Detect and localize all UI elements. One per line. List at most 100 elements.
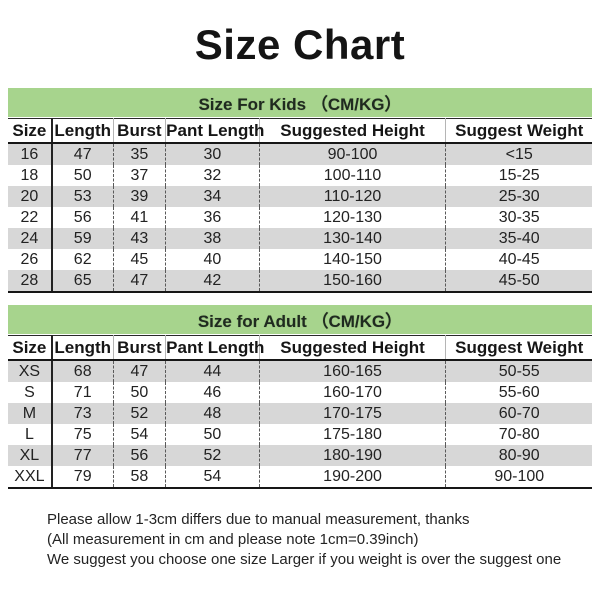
adult-size-section: Size for Adult （CM/KG） Size Length Burst Pa… xyxy=(8,305,592,489)
table-cell: 50 xyxy=(51,165,114,186)
header-row: Size Length Burst Pant Length Suggested Heig… xyxy=(8,335,592,361)
table-cell: 120-130 xyxy=(259,207,447,228)
table-cell: 35 xyxy=(113,143,167,165)
table-cell: 160-170 xyxy=(259,382,447,403)
table-cell: 16 xyxy=(8,143,53,165)
kids-size-section: Size For Kids （CM/KG） Size Length Burst Pan… xyxy=(8,88,592,293)
table-cell: 30-35 xyxy=(498,208,540,226)
table-cell: 60-70 xyxy=(498,404,540,422)
table-cell: 56 xyxy=(113,445,167,466)
table-cell: 58 xyxy=(113,466,167,489)
table-cell: L xyxy=(8,424,53,445)
size-row-xxl: XXL 79 58 54 190-200 90-100 xyxy=(8,466,592,489)
table-cell: 52 xyxy=(165,445,260,466)
table-cell: 54 xyxy=(113,424,167,445)
table-cell: 53 xyxy=(51,186,114,207)
table-cell: 48 xyxy=(165,403,260,424)
table-cell: 25-30 xyxy=(498,187,540,205)
table-cell: 41 xyxy=(113,207,167,228)
kids-section-title: Size For Kids （CM/KG） xyxy=(198,95,402,114)
table-cell: 160-165 xyxy=(259,360,447,382)
note-line: We suggest you choose one size Larger if… xyxy=(47,551,562,568)
column-header-burst: Burst xyxy=(113,335,167,361)
size-row-20: 20 53 39 34 110-120 25-30 xyxy=(8,186,592,207)
table-cell: 40 xyxy=(165,249,260,270)
table-cell: 46 xyxy=(165,382,260,403)
table-cell: 50 xyxy=(113,382,167,403)
table-cell: 20 xyxy=(8,186,53,207)
table-cell: 18 xyxy=(8,165,53,186)
table-cell: 59 xyxy=(51,228,114,249)
kids-table-body: 16 47 35 30 90-100 <15 18 50 37 32 100-110 15-25 20 5… xyxy=(8,143,592,293)
table-cell: 170-175 xyxy=(259,403,447,424)
adult-table-header: Size Length Burst Pant Length Suggested Heig… xyxy=(8,335,592,361)
size-row-16: 16 47 35 30 90-100 <15 xyxy=(8,143,592,165)
table-cell: 28 xyxy=(8,270,53,293)
table-cell: 15-25 xyxy=(498,166,540,184)
table-cell: 150-160 xyxy=(259,270,447,293)
column-header-suggested-height: Suggested Height xyxy=(259,335,447,361)
size-row-s: S 71 50 46 160-170 55-60 xyxy=(8,382,592,403)
table-cell: 54 xyxy=(165,466,260,489)
table-cell: 45 xyxy=(113,249,167,270)
table-cell: <15 xyxy=(505,145,533,163)
size-row-l: L 75 54 50 175-180 70-80 xyxy=(8,424,592,445)
table-cell: M xyxy=(8,403,53,424)
size-row-24: 24 59 43 38 130-140 35-40 xyxy=(8,228,592,249)
column-header-length: Length xyxy=(51,118,114,144)
size-row-18: 18 50 37 32 100-110 15-25 xyxy=(8,165,592,186)
column-header-size: Size xyxy=(8,335,53,361)
table-cell: 37 xyxy=(113,165,167,186)
adult-section-header: Size for Adult （CM/KG） xyxy=(8,305,592,334)
adult-size-table: Size Length Burst Pant Length Suggested Heig… xyxy=(8,335,592,489)
column-header-pant-length: Pant Length xyxy=(165,335,264,361)
table-cell: 43 xyxy=(113,228,167,249)
table-cell: 190-200 xyxy=(259,466,447,489)
column-header-size: Size xyxy=(8,118,53,144)
table-cell: 22 xyxy=(8,207,53,228)
column-header-pant-length: Pant Length xyxy=(165,118,264,144)
column-header-suggested-height: Suggested Height xyxy=(259,118,447,144)
table-cell: 70-80 xyxy=(498,425,540,443)
table-cell: 100-110 xyxy=(259,165,447,186)
size-row-xl: XL 77 56 52 180-190 80-90 xyxy=(8,445,592,466)
header-row: Size Length Burst Pant Length Suggested Heig… xyxy=(8,118,592,144)
table-cell: S xyxy=(8,382,53,403)
table-cell: 44 xyxy=(165,360,260,382)
size-row-xs: XS 68 47 44 160-165 50-55 xyxy=(8,360,592,382)
table-cell: 175-180 xyxy=(259,424,447,445)
table-cell: 35-40 xyxy=(498,229,540,247)
page-title: Size Chart xyxy=(194,21,406,68)
kids-size-table: Size Length Burst Pant Length Suggested Heig… xyxy=(8,118,592,293)
table-cell: 90-100 xyxy=(259,143,447,165)
table-cell: 71 xyxy=(51,382,114,403)
note-line: Please allow 1-3cm differs due to manual… xyxy=(47,511,470,528)
table-cell: 73 xyxy=(51,403,114,424)
table-cell: XS xyxy=(8,360,53,382)
table-cell: 140-150 xyxy=(259,249,447,270)
table-cell: 50 xyxy=(165,424,260,445)
table-cell: 39 xyxy=(113,186,167,207)
table-cell: 110-120 xyxy=(259,186,447,207)
table-cell: 38 xyxy=(165,228,260,249)
table-cell: 47 xyxy=(51,143,114,165)
kids-table-header: Size Length Burst Pant Length Suggested Heig… xyxy=(8,118,592,144)
size-row-28: 28 65 47 42 150-160 45-50 xyxy=(8,270,592,293)
column-header-length: Length xyxy=(51,335,114,361)
adult-table-body: XS 68 47 44 160-165 50-55 S 71 50 46 160-170 55-60 M… xyxy=(8,360,592,489)
table-cell: XXL xyxy=(8,466,53,489)
size-row-22: 22 56 41 36 120-130 30-35 xyxy=(8,207,592,228)
table-cell: 65 xyxy=(51,270,114,293)
table-cell: 79 xyxy=(51,466,114,489)
table-cell: 36 xyxy=(165,207,260,228)
table-cell: 52 xyxy=(113,403,167,424)
table-cell: 90-100 xyxy=(445,466,592,489)
column-header-burst: Burst xyxy=(113,118,167,144)
table-cell: 42 xyxy=(165,270,260,293)
adult-section-title: Size for Adult （CM/KG） xyxy=(197,312,403,331)
table-cell: 34 xyxy=(165,186,260,207)
table-cell: 30 xyxy=(165,143,260,165)
table-cell: 75 xyxy=(51,424,114,445)
column-header-suggest-weight: Suggest Weight xyxy=(445,118,592,144)
table-cell: 24 xyxy=(8,228,53,249)
